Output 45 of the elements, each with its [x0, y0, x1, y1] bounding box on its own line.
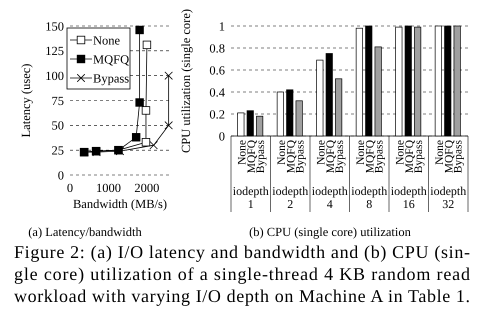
y-tick-label: 25 [52, 144, 64, 158]
text: None [236, 140, 248, 165]
legend-label: MQFQ [93, 52, 130, 66]
y-tick-label: 1 [218, 19, 225, 34]
x-tick-label: iodepth 8 [351, 184, 388, 211]
text: None [276, 140, 288, 165]
text: None [434, 140, 446, 165]
y-tick-label: 75 [52, 94, 64, 108]
caption: Figure 2: (a) I/O latency and bandwidth and (b) CPU (sin- [14, 242, 470, 262]
y-axis-title: Latency (usec) [19, 64, 33, 138]
text: None [354, 140, 367, 165]
legend-label: Bypass [93, 71, 130, 86]
text: (b) CPU (single core) utilization [249, 225, 412, 239]
y-tick-label: 0 [218, 129, 225, 144]
x-tick-label: iodepth 1 [232, 184, 269, 211]
y-axis-title: CPU utilization (single core) [179, 8, 193, 154]
text: MQFQ [324, 140, 337, 174]
x-axis-title: Bandwidth (MB/s) [72, 197, 168, 211]
x-tick-label: 2000 [134, 181, 160, 195]
x-tick-label: 0 [66, 181, 74, 195]
y-tick-label: 0.6 [209, 63, 225, 78]
text: (a) Latency/bandwidth [28, 225, 142, 239]
text: workload with varying I/O depth on Machine A in Table 1. [14, 286, 470, 306]
legend-label: None [93, 33, 121, 48]
x-tick-label: iodepth 2 [272, 184, 308, 211]
x-tick-label: iodepth 32 [430, 184, 466, 211]
text: gle core) utilization of a single-thread 4 KB random read [14, 264, 470, 284]
y-tick-label: 0.4 [209, 85, 226, 100]
y-tick-label: 100 [45, 69, 64, 84]
y-tick-label: 0.8 [209, 41, 225, 56]
y-tick-label: 150 [45, 19, 64, 34]
y-tick-label: 0.2 [209, 107, 225, 122]
x-tick-label: iodepth 16 [390, 184, 427, 211]
x-tick-label: iodepth 4 [312, 184, 348, 211]
text: None [394, 140, 406, 165]
text: MQFQ [404, 140, 416, 174]
y-tick-label: 0 [58, 168, 64, 182]
text: MQFQ [285, 140, 298, 174]
y-tick-label: 50 [52, 118, 64, 133]
text: None [315, 140, 328, 165]
text: MQFQ [443, 140, 456, 174]
x-tick-label: 1000 [96, 181, 121, 195]
y-tick-label: 125 [45, 44, 64, 58]
text: MQFQ [364, 140, 376, 174]
text: MQFQ [246, 139, 258, 174]
